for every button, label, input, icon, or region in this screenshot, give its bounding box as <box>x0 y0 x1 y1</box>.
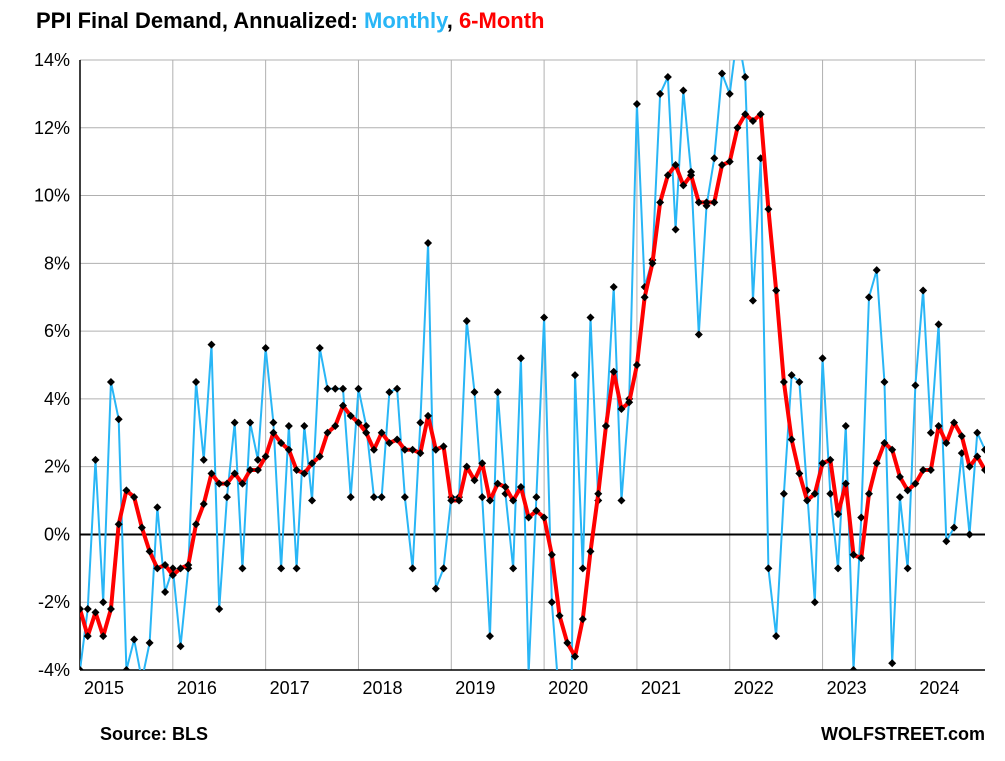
x-tick-label: 2022 <box>734 678 774 698</box>
site-label: WOLFSTREET.com <box>821 724 985 744</box>
y-tick-label: 14% <box>34 50 70 70</box>
y-tick-label: 2% <box>44 457 70 477</box>
y-tick-label: 8% <box>44 253 70 273</box>
ppi-chart: 2015 2016 2017 2018 2019 2020 2021 2022 2023 2024… <box>0 0 1005 761</box>
y-tick-label: -2% <box>38 592 70 612</box>
x-tick-label: 2021 <box>641 678 681 698</box>
x-tick-label: 2020 <box>548 678 588 698</box>
x-tick-label: 2023 <box>827 678 867 698</box>
x-tick-label: 2024 <box>919 678 959 698</box>
x-tick-label: 2015 <box>84 678 124 698</box>
x-tick-label: 2019 <box>455 678 495 698</box>
y-tick-label: 4% <box>44 389 70 409</box>
source-label: Source: BLS <box>100 724 208 744</box>
x-tick-label: 2018 <box>362 678 402 698</box>
y-tick-label: 6% <box>44 321 70 341</box>
y-tick-label: 10% <box>34 186 70 206</box>
y-tick-label: 12% <box>34 118 70 138</box>
y-tick-label: -4% <box>38 660 70 680</box>
x-tick-label: 2017 <box>270 678 310 698</box>
chart-container: 2015 2016 2017 2018 2019 2020 2021 2022 2023 2024… <box>0 0 1005 761</box>
chart-title: PPI Final Demand, Annualized: Monthly, 6… <box>36 8 544 33</box>
x-tick-label: 2016 <box>177 678 217 698</box>
y-tick-label: 0% <box>44 524 70 544</box>
